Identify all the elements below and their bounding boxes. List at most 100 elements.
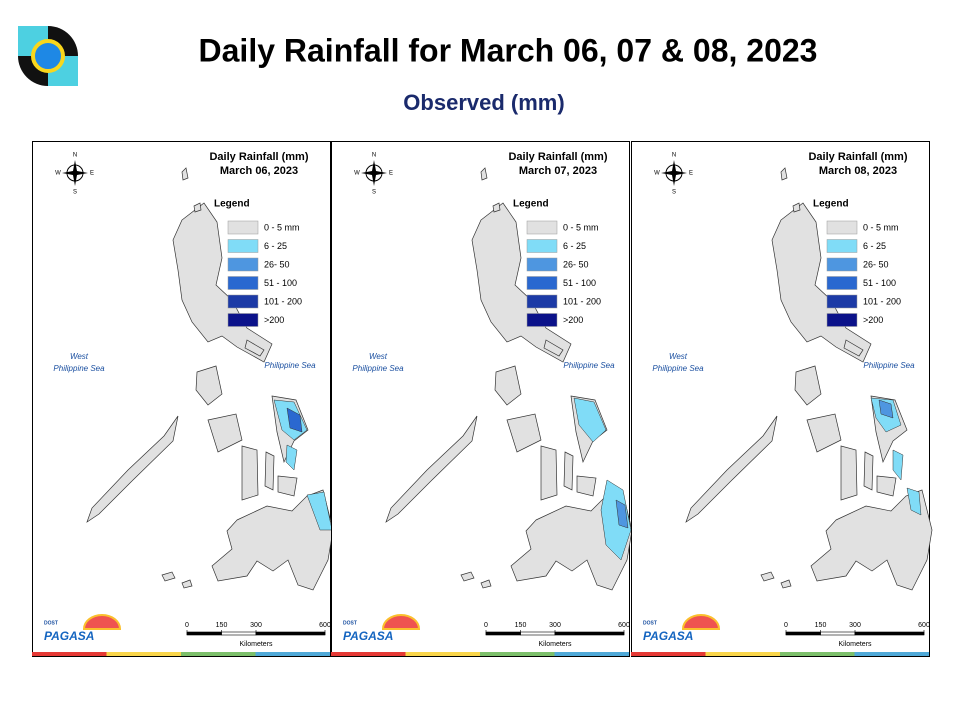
- legend-label: 0 - 5 mm: [563, 222, 599, 232]
- logo-agency: PAGASA: [44, 629, 94, 643]
- land: [195, 365, 223, 406]
- land: [244, 339, 265, 357]
- scale-label: 600: [618, 622, 630, 629]
- color-stripe: [554, 652, 629, 656]
- compass: N S E W: [354, 153, 393, 196]
- land: [494, 365, 522, 406]
- panel-date: March 06, 2023: [220, 165, 298, 177]
- color-stripe: [480, 652, 555, 656]
- land: [86, 415, 179, 523]
- land: [385, 415, 478, 523]
- legend-swatch: [526, 220, 558, 235]
- scale-segment: [520, 631, 556, 636]
- legend-label: 101 - 200: [264, 296, 302, 306]
- land: [840, 445, 858, 501]
- scale-label: 300: [250, 622, 262, 629]
- map: [685, 167, 933, 591]
- sea-label: Philippine Sea: [863, 361, 915, 370]
- map-panel: Daily Rainfall (mm) March 08, 2023 N S E W Leg…: [631, 141, 933, 657]
- legend-label: >200: [264, 315, 284, 325]
- land: [760, 571, 792, 589]
- legend-swatch: [227, 239, 259, 253]
- logo: [18, 26, 78, 86]
- rain-area: [878, 399, 894, 419]
- sea-label: West: [369, 352, 388, 361]
- color-stripe: [854, 652, 929, 656]
- scale-segment: [485, 631, 521, 636]
- legend-label: 26- 50: [863, 259, 889, 269]
- legend-title: Legend: [513, 199, 549, 210]
- compass-s: S: [672, 190, 676, 196]
- logo-quarter: [18, 26, 78, 86]
- land: [241, 445, 259, 501]
- color-stripe: [780, 652, 855, 656]
- land: [264, 451, 275, 491]
- scale-segment: [186, 631, 222, 636]
- compass-s: S: [372, 190, 376, 196]
- compass-w: W: [55, 171, 61, 177]
- sea-label: Philippine Sea: [352, 364, 404, 373]
- legend-swatch: [227, 294, 259, 309]
- land: [771, 202, 872, 363]
- legend-title: Legend: [813, 199, 849, 210]
- rain-area: [600, 479, 632, 561]
- legend-label: 26- 50: [563, 259, 589, 269]
- map-panel: Daily Rainfall (mm) March 07, 2023 N S E W Leg…: [331, 141, 633, 657]
- logo-dept: DOST: [44, 620, 58, 626]
- land: [172, 202, 273, 363]
- legend-label: >200: [563, 315, 583, 325]
- logo-agency: PAGASA: [343, 629, 393, 643]
- legend-swatch: [526, 313, 558, 327]
- scale-segment: [221, 631, 257, 636]
- land: [810, 489, 933, 591]
- land: [181, 167, 202, 213]
- legend-label: 0 - 5 mm: [264, 222, 300, 232]
- land: [863, 451, 874, 491]
- scale-label: 0: [185, 622, 189, 629]
- legend-label: 6 - 25: [863, 241, 886, 251]
- land: [277, 475, 298, 497]
- compass-n: N: [372, 153, 376, 159]
- land: [211, 489, 334, 591]
- compass-star: [361, 160, 387, 186]
- legend-label: 51 - 100: [264, 278, 297, 288]
- legend-label: >200: [863, 315, 883, 325]
- land: [480, 167, 501, 213]
- sea-label: Philippine Sea: [264, 361, 316, 370]
- land: [806, 413, 842, 453]
- logo-seal: [31, 39, 65, 73]
- compass: N S E W: [55, 153, 94, 196]
- scale-label: 300: [849, 622, 861, 629]
- scale-label: 150: [216, 622, 228, 629]
- logo-umbrella: [82, 614, 122, 630]
- color-stripe: [631, 652, 706, 656]
- compass-e: E: [90, 171, 94, 177]
- land: [794, 365, 822, 406]
- logo-dept: DOST: [343, 620, 357, 626]
- rain-area: [892, 449, 904, 481]
- scale-label: 150: [815, 622, 827, 629]
- panel-title: Daily Rainfall (mm): [209, 151, 308, 163]
- legend-label: 101 - 200: [563, 296, 601, 306]
- land: [876, 475, 897, 497]
- legend-swatch: [826, 294, 858, 309]
- legend-swatch: [526, 294, 558, 309]
- color-stripe: [705, 652, 780, 656]
- rain-area: [906, 487, 922, 516]
- land: [576, 475, 597, 497]
- legend-swatch: [227, 220, 259, 235]
- sea-label: West: [669, 352, 688, 361]
- legend-label: 26- 50: [264, 259, 290, 269]
- panel-date: March 07, 2023: [519, 165, 597, 177]
- legend-swatch: [826, 220, 858, 235]
- legend-swatch: [526, 257, 558, 272]
- scale-segment: [785, 631, 821, 636]
- land: [780, 167, 801, 213]
- land: [543, 339, 564, 357]
- scale-unit: Kilometers: [239, 641, 273, 648]
- legend-title: Legend: [214, 199, 250, 210]
- compass-e: E: [689, 171, 693, 177]
- land: [471, 202, 572, 363]
- panel-title: Daily Rainfall (mm): [508, 151, 607, 163]
